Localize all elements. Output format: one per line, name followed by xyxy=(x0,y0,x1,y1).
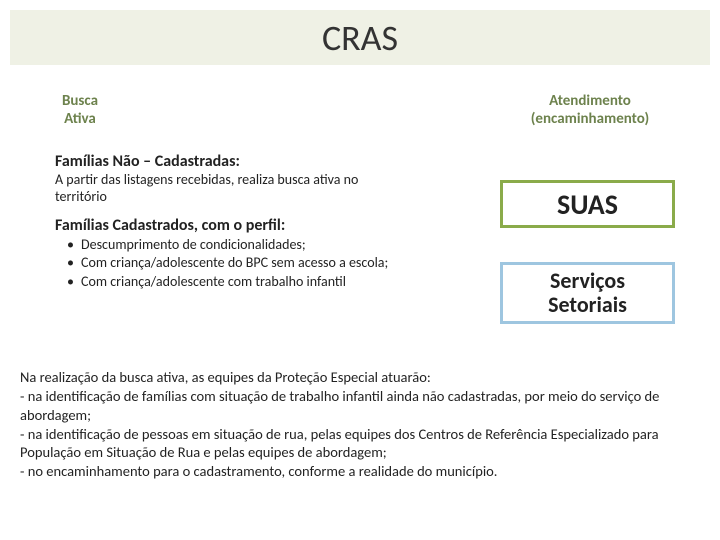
footer-text: Na realização da busca ativa, as equipes… xyxy=(20,368,700,481)
label-busca-ativa: Busca Ativa xyxy=(40,92,120,128)
section2-heading: Famílias Cadastrados, com o perfil: xyxy=(55,216,395,235)
title-band: CRAS xyxy=(10,10,710,65)
label-left-line2: Ativa xyxy=(64,110,96,128)
bullet-item: Descumprimento de condicionalidades; xyxy=(67,236,395,254)
footer-line2: - na identificação de pessoas em situaçã… xyxy=(20,425,659,462)
servicos-line1: Serviços xyxy=(550,267,625,294)
bullet-item: Com criança/adolescente do BPC sem acess… xyxy=(67,254,395,272)
section2-bullets: Descumprimento de condicionalidades; Com… xyxy=(55,236,395,291)
servicos-box: Serviços Setoriais xyxy=(500,262,675,324)
label-right-line1: Atendimento xyxy=(549,92,631,110)
bullet-item: Com criança/adolescente com trabalho inf… xyxy=(67,273,395,291)
page-title: CRAS xyxy=(322,16,398,60)
suas-label: SUAS xyxy=(557,187,618,222)
left-content: Famílias Não – Cadastradas: A partir das… xyxy=(55,152,395,291)
label-left-line1: Busca xyxy=(62,92,98,110)
suas-box: SUAS xyxy=(500,180,675,228)
footer-line3: - no encaminhamento para o cadastramento… xyxy=(20,462,497,480)
label-atendimento: Atendimento (encaminhamento) xyxy=(500,92,680,128)
section1-text: A partir das listagens recebidas, realiz… xyxy=(55,172,395,206)
footer-intro: Na realização da busca ativa, as equipes… xyxy=(20,368,431,386)
label-right-line2: (encaminhamento) xyxy=(531,110,649,128)
section1-heading: Famílias Não – Cadastradas: xyxy=(55,152,395,171)
footer-line1: - na identificação de famílias com situa… xyxy=(20,387,659,424)
servicos-line2: Setoriais xyxy=(548,291,627,318)
